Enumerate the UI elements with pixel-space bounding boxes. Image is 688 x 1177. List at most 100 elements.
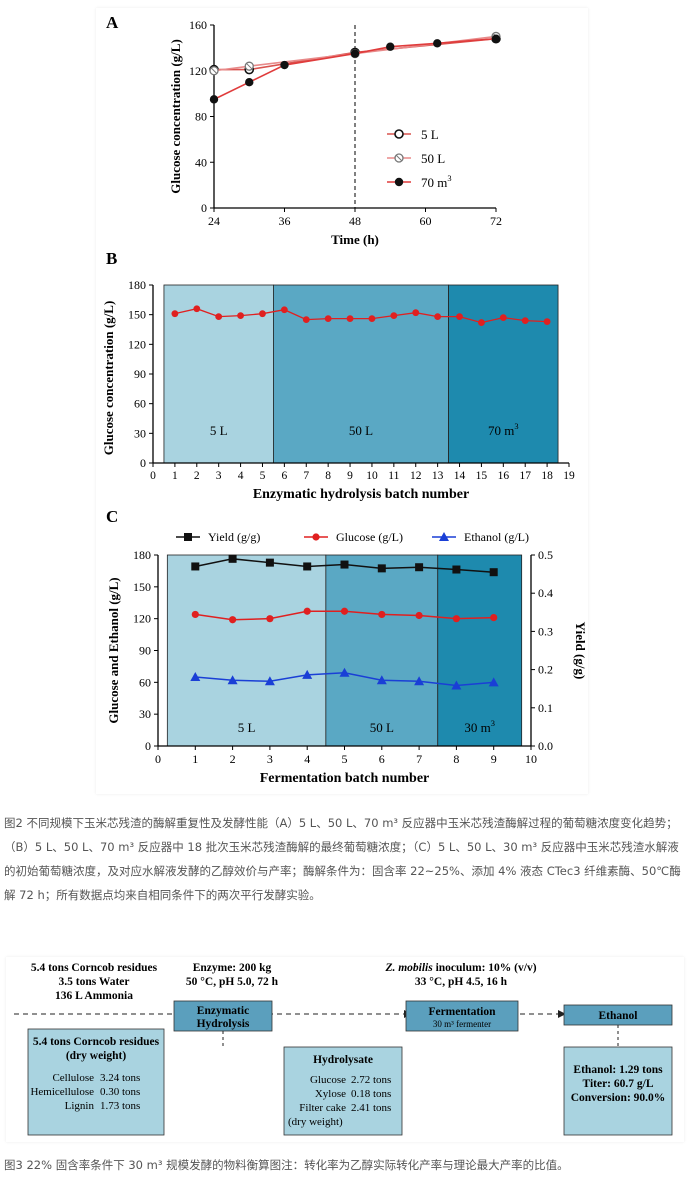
c-legend-marker — [184, 533, 192, 541]
c-xtick-label: 0 — [155, 752, 161, 766]
residues-subtitle: (dry weight) — [66, 1050, 127, 1062]
a-legend-label: 50 L — [421, 151, 445, 166]
c-point — [264, 676, 275, 686]
b-xtick-label: 4 — [238, 470, 244, 482]
ethanol-conversion: Conversion: 90.0% — [571, 1092, 666, 1104]
c-xtick-label: 8 — [453, 752, 459, 766]
flow-arrow-3 — [558, 1010, 566, 1018]
a-xtick-label: 24 — [208, 214, 220, 228]
hydrolysate-filtercake-value: 2.41 tons — [351, 1102, 391, 1114]
c-point — [339, 667, 350, 677]
c-ytick-label: 0 — [145, 739, 151, 753]
panel-b-label: B — [106, 249, 117, 268]
b-ytick-label: 150 — [128, 308, 146, 322]
b-ytick-label: 120 — [128, 337, 146, 351]
b-xtick-label: 0 — [150, 470, 156, 482]
a-point — [433, 39, 442, 48]
a-ytick-label: 0 — [201, 201, 207, 215]
a-ytick-label: 80 — [195, 110, 207, 124]
c-region-label: 30 m3 — [464, 718, 495, 735]
c-point — [265, 558, 274, 567]
c-point — [266, 615, 274, 623]
b-ytick-label: 180 — [128, 278, 146, 292]
c-y2tick-label: 0.0 — [538, 739, 553, 753]
c-point — [378, 610, 386, 619]
ethanol-results-box — [563, 1046, 673, 1136]
enzyme-conditions: 50 °C, pH 5.0, 72 h — [186, 976, 279, 988]
hydrolysate-box — [283, 1046, 403, 1136]
hydrolysate-glucose-value: 2.72 tons — [351, 1074, 391, 1086]
c-point — [229, 616, 237, 624]
b-xtick-label: 9 — [347, 470, 353, 482]
c-region — [325, 554, 439, 747]
b-point — [324, 315, 332, 323]
c-point — [302, 669, 313, 679]
c-legend-label: Ethanol (g/L) — [464, 530, 529, 544]
mass-balance-diagram: 5.4 tons Corncob residues 3.5 tons Water… — [14, 962, 673, 1136]
input-corncob: 5.4 tons Corncob residues — [31, 962, 158, 974]
b-point — [390, 312, 398, 320]
c-point — [303, 562, 312, 571]
b-xtick-label: 16 — [498, 470, 510, 482]
a-xtick-label: 60 — [420, 214, 432, 228]
b-xtick-label: 7 — [303, 470, 309, 482]
residues-title: 5.4 tons Corncob residues — [33, 1036, 160, 1048]
c-ytick-label: 60 — [139, 675, 151, 689]
a-point — [280, 60, 289, 70]
c-point — [340, 607, 349, 615]
c-y2tick-label: 0.2 — [538, 663, 553, 677]
b-point — [478, 319, 485, 326]
b-xtick-label: 19 — [563, 470, 575, 482]
b-point — [456, 313, 463, 321]
c-point — [489, 568, 498, 577]
b-region-label: 70 m3 — [488, 421, 519, 438]
b-point — [171, 310, 179, 318]
a-point — [386, 42, 395, 51]
figure-2-caption: 图2 不同规模下玉米芯残渣的酶解重复性及发酵性能（A）5 L、50 L、70 m… — [4, 816, 681, 902]
a-point-cross — [210, 67, 218, 75]
hydrolysate-xylose-name: Xylose — [315, 1088, 346, 1100]
c-point — [228, 554, 237, 563]
residue-hemicellulose-value: 0.30 tons — [100, 1086, 140, 1098]
residue-cellulose-name: Cellulose — [52, 1072, 94, 1084]
c-xtick-label: 4 — [304, 752, 310, 766]
a-legend-label: 5 L — [421, 127, 439, 142]
c-y2tick-label: 0.1 — [538, 701, 553, 715]
b-point — [193, 305, 201, 313]
b-xtick-label: 5 — [260, 470, 266, 482]
c-y2tick-label: 0.3 — [538, 624, 553, 638]
b-xtick-label: 17 — [519, 470, 531, 482]
b-ylabel: Glucose concentration (g/L) — [101, 301, 116, 456]
c-xtick-label: 3 — [267, 752, 273, 766]
residue-lignin-value: 1.73 tons — [100, 1100, 140, 1112]
b-region-label-main: 70 m — [488, 423, 514, 438]
ethanol-titer: Titer: 60.7 g/L — [582, 1078, 653, 1090]
ethanol-title: Ethanol — [599, 1010, 638, 1022]
a-legend-marker-cross — [395, 154, 403, 162]
c-xlabel: Fermentation batch number — [260, 771, 430, 786]
c-y2tick-label: 0.4 — [538, 586, 553, 600]
c-point — [488, 677, 499, 687]
b-xtick-label: 2 — [194, 470, 200, 482]
inoculum-rest: inoculum: 10% (v/v) — [433, 962, 537, 974]
residue-cellulose-value: 3.24 tons — [100, 1072, 140, 1084]
panel-a: A 0 40 80 120 160 24 36 48 60 72 Time (h) Glucose c… — [106, 13, 502, 247]
b-xlabel: Enzymatic hydrolysis batch number — [253, 487, 469, 502]
panel-c-label: C — [106, 507, 118, 526]
residue-hemicellulose-name: Hemicellulose — [30, 1086, 94, 1098]
a-ylabel: Glucose concentration (g/L) — [168, 39, 183, 194]
a-legend-label-sup: 3 — [447, 173, 451, 183]
residue-lignin-name: Lignin — [65, 1100, 95, 1112]
panel-a-label: A — [106, 13, 119, 32]
c-region — [166, 554, 327, 747]
b-point — [302, 316, 310, 324]
c-xtick-label: 6 — [379, 752, 385, 766]
b-point — [237, 312, 244, 320]
c-ytick-label: 150 — [133, 580, 151, 594]
b-ytick-label: 30 — [134, 426, 146, 440]
b-xtick-label: 6 — [281, 470, 287, 482]
inoculum-organism: Z. mobilis — [384, 962, 433, 974]
c-xtick-label: 1 — [192, 752, 198, 766]
c-point — [452, 615, 460, 623]
